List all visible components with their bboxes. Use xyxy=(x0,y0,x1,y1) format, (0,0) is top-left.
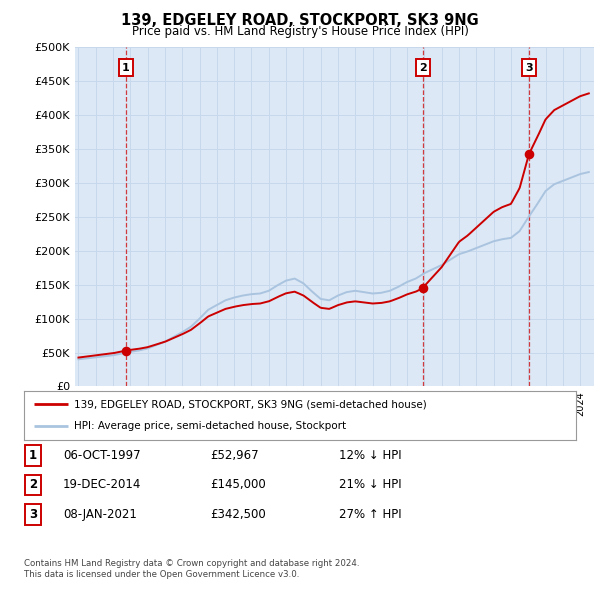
Point xyxy=(524,149,534,159)
Point xyxy=(418,283,428,293)
Text: This data is licensed under the Open Government Licence v3.0.: This data is licensed under the Open Gov… xyxy=(24,571,299,579)
Text: 139, EDGELEY ROAD, STOCKPORT, SK3 9NG (semi-detached house): 139, EDGELEY ROAD, STOCKPORT, SK3 9NG (s… xyxy=(74,399,427,409)
Text: 2: 2 xyxy=(29,478,37,491)
Text: £145,000: £145,000 xyxy=(210,478,266,491)
Text: £52,967: £52,967 xyxy=(210,449,259,462)
Text: 3: 3 xyxy=(525,63,533,73)
Text: 21% ↓ HPI: 21% ↓ HPI xyxy=(339,478,401,491)
Text: 1: 1 xyxy=(29,449,37,462)
Text: HPI: Average price, semi-detached house, Stockport: HPI: Average price, semi-detached house,… xyxy=(74,421,346,431)
Text: 08-JAN-2021: 08-JAN-2021 xyxy=(63,508,137,521)
Text: 3: 3 xyxy=(29,508,37,521)
Text: 19-DEC-2014: 19-DEC-2014 xyxy=(63,478,142,491)
Text: 1: 1 xyxy=(122,63,130,73)
Text: 2: 2 xyxy=(419,63,427,73)
Text: 06-OCT-1997: 06-OCT-1997 xyxy=(63,449,140,462)
Text: 139, EDGELEY ROAD, STOCKPORT, SK3 9NG: 139, EDGELEY ROAD, STOCKPORT, SK3 9NG xyxy=(121,13,479,28)
Text: £342,500: £342,500 xyxy=(210,508,266,521)
Text: Price paid vs. HM Land Registry's House Price Index (HPI): Price paid vs. HM Land Registry's House … xyxy=(131,25,469,38)
Text: 12% ↓ HPI: 12% ↓ HPI xyxy=(339,449,401,462)
Point xyxy=(121,346,131,355)
Text: 27% ↑ HPI: 27% ↑ HPI xyxy=(339,508,401,521)
Text: Contains HM Land Registry data © Crown copyright and database right 2024.: Contains HM Land Registry data © Crown c… xyxy=(24,559,359,568)
